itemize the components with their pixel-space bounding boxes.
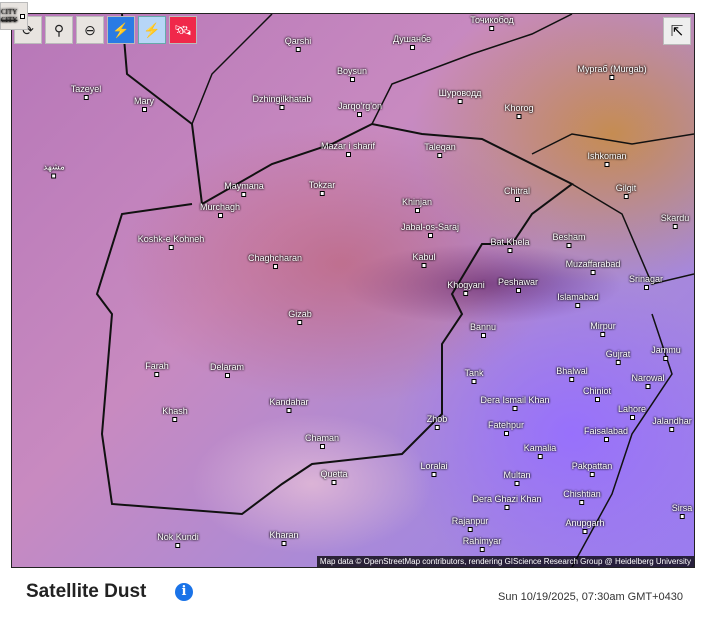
city-label: Tazeyel: [71, 84, 102, 100]
lightning-icon: ⚡: [112, 21, 130, 38]
city-label: Srinagar: [629, 274, 663, 290]
city-label: Pakpattan: [572, 461, 613, 477]
city-label: Murchagh: [200, 202, 240, 218]
timestamp: Sun 10/19/2025, 07:30am GMT+0430: [498, 591, 683, 603]
city-label: Zhob: [427, 414, 448, 430]
city-label: Fatehpur: [488, 420, 524, 436]
city-label: Maymana: [224, 181, 264, 197]
city-label: Mary: [134, 96, 154, 112]
city-label: Душанбе: [393, 34, 431, 50]
city-label: Chishtian: [563, 489, 601, 505]
city-label: Kabul: [412, 252, 435, 268]
info-icon[interactable]: i: [175, 583, 193, 601]
city-label: Qarshi: [285, 36, 312, 52]
city-label: Gizab: [288, 309, 312, 325]
zoom-out-icon: ⊖: [84, 21, 96, 38]
city-label: Quetta: [320, 469, 347, 485]
city-label: Kharan: [269, 530, 298, 546]
city-label: Dera Ismail Khan: [480, 395, 549, 411]
city-label: Koshk-e Kohneh: [138, 234, 205, 250]
city-label: Multan: [503, 470, 530, 486]
city-label: Jarqo'rg'on: [338, 101, 382, 117]
city-label: Точикобод: [470, 15, 514, 31]
city-label: Gilgit: [616, 183, 637, 199]
city-label: Mazar i sharif: [321, 141, 375, 157]
city-label: Delaram: [210, 362, 244, 378]
map[interactable]: Qarshi Душанбе Точикобод Boysun Tazeyel Mary D…: [11, 13, 695, 568]
city-label: Dera Ghazi Khan: [472, 494, 541, 510]
city-label: Rajanpur: [452, 516, 489, 532]
city-label: Rahimyar: [463, 536, 502, 552]
city-label: Мургаб (Murgab): [577, 64, 646, 80]
share-icon: ⇱: [670, 23, 684, 40]
city-label: Besham: [552, 232, 585, 248]
city-labels-icon: CITY CITY: [1, 8, 18, 24]
city-label: Anupgarh: [565, 518, 604, 534]
city-label: Bat Khela: [490, 237, 529, 253]
city-label: Jalandhar: [652, 416, 692, 432]
satellite-button[interactable]: 🛰: [169, 16, 197, 44]
city-label: Narowal: [631, 373, 664, 389]
city-label: Khinjan: [402, 197, 432, 213]
city-label: Chiniot: [583, 386, 611, 402]
city-label: Chaghcharan: [248, 253, 302, 269]
borders: [95, 14, 694, 567]
city-label: Muzaffarabad: [566, 259, 621, 275]
city-label: Taleqan: [424, 142, 456, 158]
city-label: Ishkoman: [587, 151, 626, 167]
lightning-strike-icon: ⚡: [143, 21, 161, 38]
city-label: Lahore: [618, 404, 646, 420]
city-label: Tank: [464, 368, 483, 384]
city-label: Bannu: [470, 322, 496, 338]
share-button[interactable]: ⇱: [663, 17, 691, 45]
city-label: Tokzar: [309, 180, 336, 196]
city-label: Khorog: [504, 103, 533, 119]
city-label: Gujrat: [606, 349, 631, 365]
city-label: Jammu: [651, 345, 681, 361]
location-pin-icon: ⚲: [53, 21, 65, 38]
city-label: Шуроводд: [439, 88, 482, 104]
city-labels-toggle[interactable]: CITY CITY: [0, 2, 28, 30]
city-label: Islamabad: [557, 292, 599, 308]
map-attribution: Map data © OpenStreetMap contributors, r…: [316, 556, 694, 567]
city-label: Jabal-os-Saraj: [401, 222, 459, 238]
city-label: Kamalia: [524, 443, 557, 459]
city-label: مشهد: [43, 162, 65, 179]
city-label: Skardu: [661, 213, 690, 229]
city-label: Mirpur: [590, 321, 616, 337]
city-label: Dzhingilkhatab: [252, 94, 311, 110]
city-label: Loralai: [420, 461, 447, 477]
city-label: Nok Kundi: [157, 532, 199, 548]
city-label: Chitral: [504, 186, 530, 202]
satellite-icon: 🛰: [174, 21, 192, 38]
city-label: Bhalwal: [556, 366, 588, 382]
city-label: Khogyani: [447, 280, 485, 296]
city-label: Farah: [145, 361, 169, 377]
lightning-ground-button[interactable]: ⚡: [138, 16, 166, 44]
lightning-button[interactable]: ⚡: [107, 16, 135, 44]
city-label: Sirsa: [672, 503, 693, 519]
layer-title: Satellite Dust: [26, 581, 147, 602]
city-label: Boysun: [337, 66, 367, 82]
city-label: Faisalabad: [584, 426, 628, 442]
city-label: Chaman: [305, 433, 339, 449]
city-label: Peshawar: [498, 277, 538, 293]
location-button[interactable]: ⚲: [45, 16, 73, 44]
zoom-out-button[interactable]: ⊖: [76, 16, 104, 44]
city-label: Khash: [162, 406, 188, 422]
city-label: Kandahar: [269, 397, 308, 413]
